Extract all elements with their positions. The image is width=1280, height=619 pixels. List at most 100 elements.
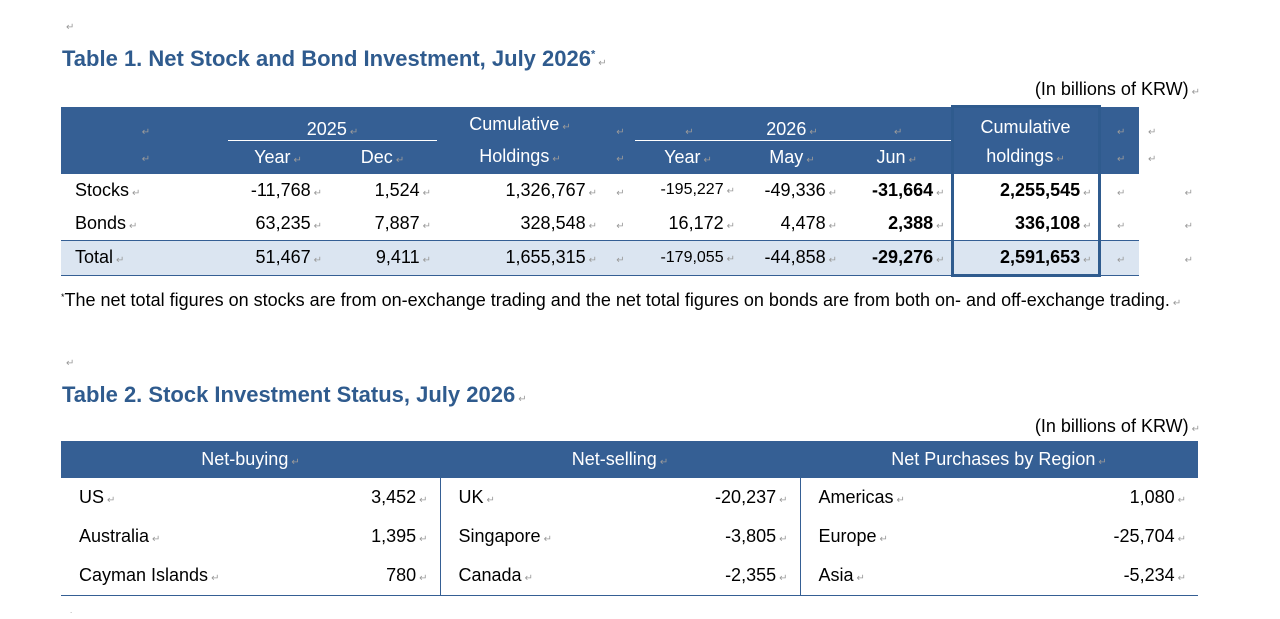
table1-header-blank: ↵	[61, 140, 228, 174]
table1-cell-spacer: ↵	[1099, 239, 1139, 276]
table1-header-2025-year: Year ↵	[228, 140, 328, 174]
page-end-mark: .	[70, 606, 73, 615]
table2-header-net-buying: Net-buying ↵	[61, 441, 440, 478]
table2-region-value: -5,234 ↵	[1123, 565, 1186, 585]
table1-row-end: ↵	[1139, 106, 1199, 140]
paragraph-mark: ↵	[1172, 298, 1182, 309]
table1-header-blank: ↵	[61, 106, 228, 140]
table1-header-spacer: ↵	[1099, 140, 1139, 174]
table2-region-name: Asia ↵	[818, 565, 865, 585]
table2: Net-buying ↵ Net-selling ↵ Net Purchases b…	[61, 441, 1198, 596]
table1-cell-2026-may: -44,858 ↵	[741, 239, 843, 276]
table1-header-2025: 2025 ↵	[228, 106, 437, 141]
table1-cell-2025-dec: 7,887 ↵	[374, 212, 431, 233]
table1-header-spacer: ↵	[603, 140, 635, 174]
table1-cell-cumulative: 1,326,767 ↵	[505, 179, 597, 200]
table2-buy-value: 1,395 ↵	[325, 517, 441, 556]
table1-header-2026-year: Year ↵	[635, 140, 741, 174]
table-row: Stocks ↵ -11,768 ↵ 1,524 ↵ 1,326,767 ↵ ↵ -19…	[61, 173, 1199, 207]
table1-header-cumulative-holdings: Cumulative ↵ Holdings ↵	[437, 106, 603, 174]
table1-cell-cumulative-2026: 336,108 ↵	[950, 206, 1101, 240]
table2-region-name: Europe ↵	[818, 526, 888, 546]
table1-cell-spacer: ↵	[616, 187, 625, 199]
table2-header-net-purchases-by-region: Net Purchases by Region ↵	[800, 441, 1198, 478]
table2-title-text: Table 2. Stock Investment Status, July 2…	[62, 382, 516, 407]
table2-sell-name: Singapore ↵	[458, 526, 552, 546]
table2-sell-name: UK ↵	[458, 487, 495, 507]
table1-cell-2026-year: -179,055 ↵	[635, 239, 741, 276]
table1-header-blank: ↵	[843, 106, 952, 141]
table2-buy-value: 780 ↵	[325, 556, 441, 596]
table2-buy-name: Australia ↵	[79, 526, 161, 546]
table1-row-end: ↵	[1139, 173, 1199, 207]
table1-header-spacer: ↵	[603, 106, 635, 140]
table1-header-2026: 2026 ↵	[741, 106, 843, 141]
paragraph-mark: ↵	[1191, 424, 1200, 435]
table1-cell-cumulative: 328,548 ↵	[520, 212, 597, 233]
table1-cell-cumulative: 1,655,315 ↵	[437, 239, 603, 276]
table2-region-value: 1,080 ↵	[1129, 487, 1186, 507]
table1-cell-2026-jun: 2,388 ↵	[888, 212, 945, 233]
table1-header-2026-may: May ↵	[741, 140, 843, 174]
table1-cell-2026-jun: -31,664 ↵	[872, 179, 945, 200]
table-row: Cayman Islands ↵ 780 ↵ Canada ↵ -2,355 ↵ Asi…	[61, 556, 1198, 596]
table1-cell-spacer: ↵	[1117, 187, 1126, 199]
table1-header-cumulative-holdings-2026: Cumulative holdings ↵	[950, 105, 1101, 174]
table1-cell-2025-dec: 9,411 ↵	[328, 239, 437, 276]
table1-header-blank: ↵	[635, 106, 741, 141]
table1-header-2025-dec: Dec ↵	[328, 140, 437, 174]
table1-unit: (In billions of KRW) ↵	[1035, 79, 1200, 100]
table-row: Bonds ↵ 63,235 ↵ 7,887 ↵ 328,548 ↵ ↵ 16,172 ↵…	[61, 206, 1199, 240]
table1-title-text: Table 1. Net Stock and Bond Investment, …	[62, 46, 591, 71]
table1-title-footnote-mark: *	[590, 48, 596, 61]
paragraph-mark: ↵	[598, 58, 607, 69]
table1-row-end: ↵	[1139, 140, 1199, 174]
paragraph-mark: ↵	[1191, 87, 1200, 98]
table2-unit: (In billions of KRW) ↵	[1035, 416, 1200, 437]
table1-header-spacer: ↵	[1099, 106, 1139, 140]
table2-sell-value: -20,237 ↵	[680, 478, 801, 517]
table2-sell-value: -3,805 ↵	[680, 517, 801, 556]
table2-buy-name: US ↵	[79, 487, 116, 507]
table1-row-label: Total ↵	[61, 239, 228, 276]
table2-region-name: Americas ↵	[818, 487, 905, 507]
table1-cell-2025-year: 63,235 ↵	[255, 212, 322, 233]
table2-region-value: -25,704 ↵	[1113, 526, 1186, 546]
table1-cell-2025-year: -11,768 ↵	[250, 179, 322, 200]
table2-header-net-selling: Net-selling ↵	[440, 441, 800, 478]
table1-row-label: Stocks ↵	[75, 179, 141, 200]
table1-cell-2026-may: 4,478 ↵	[780, 212, 837, 233]
table-row: US ↵ 3,452 ↵ UK ↵ -20,237 ↵ Americas ↵ 1,080 ↵	[61, 478, 1198, 517]
table2-buy-name: Cayman Islands ↵	[79, 565, 220, 585]
table-row: Australia ↵ 1,395 ↵ Singapore ↵ -3,805 ↵ Eur…	[61, 517, 1198, 556]
paragraph-mark: ↵	[518, 394, 527, 405]
table1-unit-text: (In billions of KRW)	[1034, 79, 1189, 99]
table2-title: Table 2. Stock Investment Status, July 2…	[62, 382, 527, 408]
table1-footnote: *The net total figures on stocks are fro…	[61, 284, 1206, 317]
table2-buy-value: 3,452 ↵	[325, 478, 441, 517]
table1-header-row-1: ↵ 2025 ↵ Cumulative ↵ Holdings ↵ ↵ ↵ 2026 ↵ …	[61, 105, 1199, 174]
table1-row-label: Bonds ↵	[75, 212, 138, 233]
paragraph-mark: ↵	[66, 22, 75, 33]
table1-cell-cumulative-2026: 2,591,653 ↵	[950, 239, 1101, 277]
table1-header-2026-jun: Jun ↵	[843, 140, 952, 174]
table1-title: Table 1. Net Stock and Bond Investment, …	[62, 46, 607, 72]
table1: ↵ 2025 ↵ Cumulative ↵ Holdings ↵ ↵ ↵ 2026 ↵ …	[61, 105, 1199, 277]
footnote-mark: *	[61, 292, 65, 302]
table2-sell-name: Canada ↵	[458, 565, 533, 585]
table1-cell-2025-year: 51,467 ↵	[228, 239, 328, 276]
table-row-total: Total ↵ 51,467 ↵ 9,411 ↵ 1,655,315 ↵ ↵ -179,…	[61, 239, 1199, 277]
table1-cell-2025-dec: 1,524 ↵	[374, 179, 431, 200]
table2-sell-value: -2,355 ↵	[680, 556, 801, 596]
table1-cell-2026-may: -49,336 ↵	[764, 179, 837, 200]
table1-cell-2026-jun: -29,276 ↵	[843, 239, 952, 276]
table1-cell-cumulative-2026: 2,255,545 ↵	[950, 173, 1101, 207]
table1-cell-2026-year: -195,227 ↵	[660, 181, 735, 198]
table1-header-row-2: ↵ Year ↵ Dec ↵ ↵ Year ↵ May ↵ Jun ↵ ↵ ↵	[61, 140, 1199, 174]
table1-cell-spacer: ↵	[603, 239, 635, 276]
table1-cell-2026-year: 16,172 ↵	[668, 212, 735, 233]
table1-row-end: ↵	[1139, 240, 1199, 275]
table1-cell-spacer: ↵	[616, 220, 625, 232]
table2-unit-text: (In billions of KRW)	[1034, 416, 1189, 436]
table1-cell-spacer: ↵	[1117, 220, 1126, 232]
